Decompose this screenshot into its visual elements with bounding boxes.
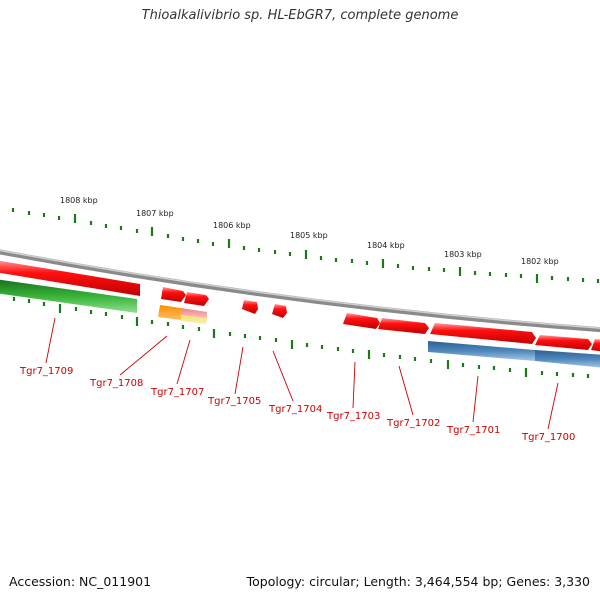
gene-reverse-1707[interactable] xyxy=(181,308,207,318)
outer-scale-ticks xyxy=(11,208,600,283)
gene-reverse-blue-b[interactable] xyxy=(535,350,600,368)
gene-label-tgr7-1709: Tgr7_1709 xyxy=(19,366,73,377)
gene-forward-1702[interactable] xyxy=(378,318,429,334)
genome-stats-text: Topology: circular; Length: 3,464,554 bp… xyxy=(246,574,590,589)
gene-reverse-1708[interactable] xyxy=(158,305,181,320)
gene-forward-1703[interactable] xyxy=(343,313,380,329)
forward-genes xyxy=(0,260,600,352)
gene-forward-1710[interactable] xyxy=(0,260,140,296)
gene-label-tgr7-1701: Tgr7_1701 xyxy=(446,425,500,436)
gene-label-tgr7-1700: Tgr7_1700 xyxy=(521,432,575,443)
gene-label-tgr7-1707: Tgr7_1707 xyxy=(150,387,204,398)
gene-label-leaders xyxy=(45,317,559,430)
gene-label-tgr7-1702: Tgr7_1702 xyxy=(386,418,440,429)
gene-forward-a[interactable] xyxy=(161,287,186,302)
map-title: Thioalkalivibrio sp. HL-EbGR7, complete … xyxy=(141,8,459,23)
gene-forward-next[interactable] xyxy=(591,339,600,352)
gene-label-tgr7-1703: Tgr7_1703 xyxy=(326,411,380,422)
gene-forward-b[interactable] xyxy=(184,292,209,306)
scale-label-1808: 1808 kbp xyxy=(60,196,98,205)
gene-forward-1701[interactable] xyxy=(430,323,536,344)
scale-label-1803: 1803 kbp xyxy=(444,250,482,259)
gene-label-tgr7-1705: Tgr7_1705 xyxy=(207,396,261,407)
scale-label-1802: 1802 kbp xyxy=(521,257,559,266)
genome-backbone xyxy=(0,249,600,333)
accession-text: Accession: NC_011901 xyxy=(9,574,152,589)
gene-forward-1700[interactable] xyxy=(535,335,592,350)
gene-reverse-1707-b[interactable] xyxy=(181,315,207,324)
gene-forward-1704[interactable] xyxy=(272,304,287,318)
scale-label-1805: 1805 kbp xyxy=(290,231,328,240)
scale-label-1807: 1807 kbp xyxy=(136,209,174,218)
reverse-genes xyxy=(0,279,600,368)
gene-forward-1705[interactable] xyxy=(242,300,258,314)
gene-reverse-1709[interactable] xyxy=(0,279,137,313)
gene-label-tgr7-1708: Tgr7_1708 xyxy=(89,378,143,389)
scale-label-1806: 1806 kbp xyxy=(213,221,251,230)
gene-label-tgr7-1704: Tgr7_1704 xyxy=(268,404,322,415)
gene-reverse-blue-a[interactable] xyxy=(428,341,535,361)
inner-scale-ticks xyxy=(12,297,590,378)
scale-label-1804: 1804 kbp xyxy=(367,241,405,250)
